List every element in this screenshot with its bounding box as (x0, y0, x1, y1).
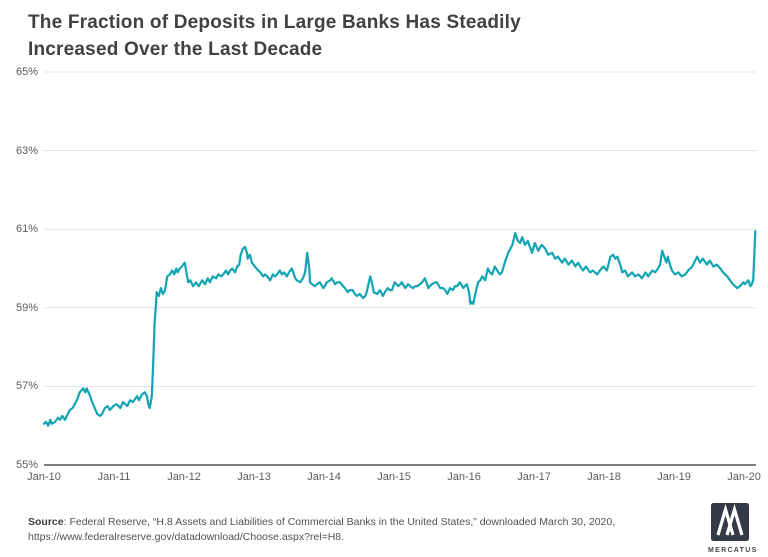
x-tick-label: Jan-16 (447, 471, 481, 483)
y-tick-label: 57% (15, 380, 38, 393)
x-tick-label: Jan-13 (237, 471, 271, 483)
x-tick-label: Jan-15 (377, 471, 411, 483)
mercatus-logo-text: MERCATUS (708, 547, 758, 554)
y-tick-label: 61% (15, 223, 38, 236)
x-tick-label: Jan-11 (97, 471, 131, 483)
y-tick-label: 59% (15, 301, 38, 314)
y-tick-label: 65% (15, 66, 38, 78)
deposit-share-data-line (42, 230, 757, 427)
mercatus-logo: MERCATUS (708, 503, 758, 554)
mercatus-logo-mark (711, 503, 749, 541)
x-tick-label: Jan-12 (167, 471, 201, 483)
chart-title-line1: The Fraction of Deposits in Large Banks … (28, 12, 521, 33)
x-tick-label: Jan-10 (27, 471, 61, 483)
x-tick-label: Jan-14 (307, 471, 341, 483)
y-tick-label: 63% (15, 144, 38, 157)
logo-right-triangle-icon (725, 503, 744, 536)
source-note: Source: Federal Reserve, “H.8 Assets and… (28, 515, 668, 544)
x-tick-label: Jan-19 (657, 471, 691, 483)
chart-title-line2: Increased Over the Last Decade (28, 39, 323, 60)
source-label: Source (28, 516, 64, 528)
chart-title: The Fraction of Deposits in Large Banks … (28, 9, 521, 63)
y-tick-label: 55% (15, 459, 38, 471)
x-tick-label: Jan-17 (517, 471, 551, 483)
source-text: : Federal Reserve, “H.8 Assets and Liabi… (28, 516, 616, 543)
x-tick-label: Jan-18 (587, 471, 621, 483)
x-tick-label: Jan-20 (727, 471, 761, 483)
